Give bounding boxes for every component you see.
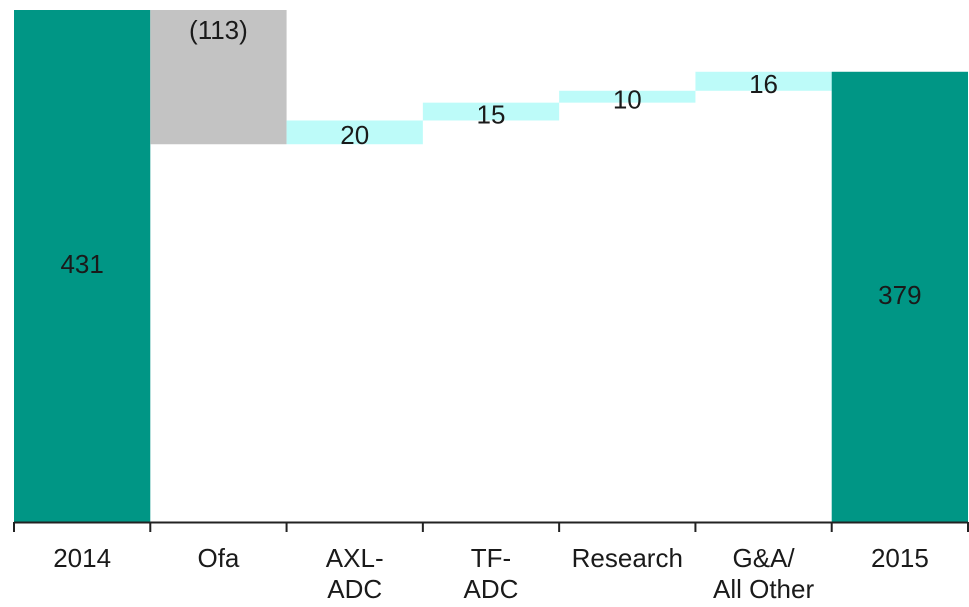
x-tick-label-4: Research (572, 543, 683, 573)
x-tick-label-1: Ofa (197, 543, 239, 573)
data-label-4: 10 (613, 85, 642, 115)
x-tick-label-6: 2015 (871, 543, 929, 573)
x-tick-label-3: TF-ADC (464, 543, 519, 604)
bar-increase-3 (422, 102, 560, 121)
data-label-2: 20 (340, 120, 369, 150)
tick-labels-layer: 2014 Ofa AXL-ADC TF-ADC Research G&A/All Othe… (53, 543, 929, 604)
data-label-0: 431 (60, 249, 103, 279)
bar-increase-4 (559, 90, 696, 103)
data-label-3: 15 (477, 99, 506, 129)
bar-decrease-1 (150, 10, 287, 145)
x-tick-label-2: AXL-ADC (326, 543, 384, 604)
data-label-5: 16 (749, 69, 778, 99)
bars-layer (14, 10, 968, 523)
bar-labels-layer: 431 (113) 20 15 10 16 379 (60, 15, 921, 310)
bar-total-0 (14, 10, 151, 522)
bar-increase-5 (695, 71, 832, 91)
data-label-6: 379 (878, 280, 921, 310)
x-tick-label-5: G&A/All Other (713, 543, 814, 604)
bar-total-6 (831, 71, 968, 523)
x-tick-label-0: 2014 (53, 543, 111, 573)
x-axis (13, 521, 969, 532)
data-label-1: (113) (189, 15, 248, 45)
bar-increase-2 (286, 120, 423, 145)
